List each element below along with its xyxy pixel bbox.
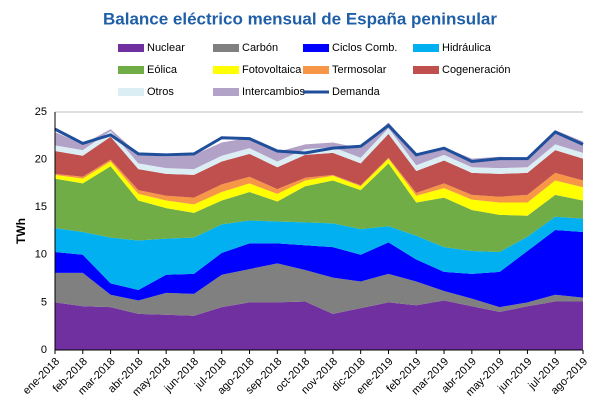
area <box>55 263 583 316</box>
legend-label: Demanda <box>332 86 381 98</box>
legend-label: Ciclos Comb. <box>332 42 397 54</box>
legend-swatch <box>413 66 439 74</box>
legend-swatch <box>213 88 239 96</box>
area <box>55 158 583 216</box>
y-tick-label: 10 <box>35 249 47 261</box>
area <box>55 163 583 252</box>
legend-swatch <box>413 44 439 52</box>
legend-swatch <box>303 44 329 52</box>
y-tick-label: 0 <box>41 344 47 356</box>
area <box>55 157 583 205</box>
legend-swatch <box>118 44 144 52</box>
area <box>55 133 583 198</box>
legend-label: Otros <box>147 86 174 98</box>
legend-label: Fotovoltaica <box>242 64 302 76</box>
legend-label: Nuclear <box>147 42 185 54</box>
legend-label: Intercambios <box>242 86 305 98</box>
legend-swatch <box>213 66 239 74</box>
legend-label: Carbón <box>242 42 278 54</box>
legend-label: Termosolar <box>332 64 387 76</box>
y-tick-label: 15 <box>35 201 47 213</box>
legend-swatch <box>118 88 144 96</box>
y-tick-label: 20 <box>35 154 47 166</box>
y-tick-label: 25 <box>35 106 47 118</box>
area <box>55 300 583 350</box>
legend-swatch <box>118 66 144 74</box>
area <box>55 230 583 308</box>
legend-label: Eólica <box>147 64 178 76</box>
legend-swatch <box>213 44 239 52</box>
area <box>55 216 583 291</box>
chart-title: Balance eléctrico mensual de España peni… <box>103 9 497 28</box>
demand-line <box>54 123 584 164</box>
y-axis-label: TWh <box>14 218 28 244</box>
legend-label: Cogeneración <box>442 64 511 76</box>
legend-label: Hidráulica <box>442 42 492 54</box>
legend-swatch <box>303 66 329 74</box>
y-tick-label: 5 <box>41 296 47 308</box>
area <box>55 122 583 170</box>
